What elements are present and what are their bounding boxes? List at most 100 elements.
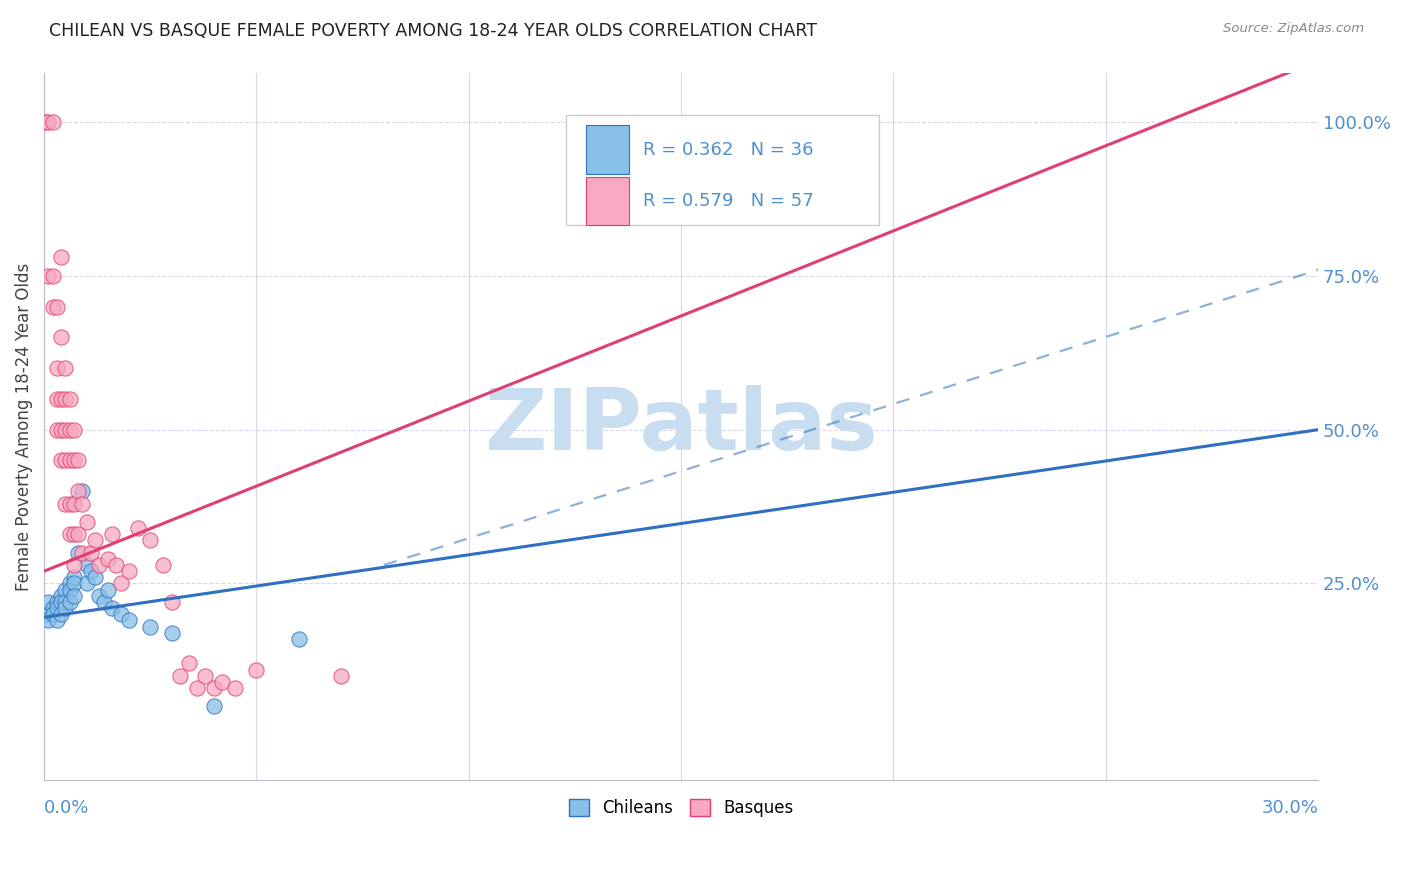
Point — [80, 546, 103, 560]
Point — [53, 595, 76, 609]
Point — [58, 423, 80, 437]
Point — [110, 576, 132, 591]
Point — [169, 669, 191, 683]
Point — [45, 595, 67, 609]
Point — [72, 546, 94, 560]
Point — [118, 613, 141, 627]
Point — [41, 607, 63, 622]
Point — [63, 453, 86, 467]
Point — [58, 453, 80, 467]
Point — [53, 496, 76, 510]
Point — [186, 681, 208, 695]
Point — [35, 607, 58, 622]
Point — [49, 595, 72, 609]
Point — [49, 589, 72, 603]
Point — [67, 453, 90, 467]
Point — [177, 657, 200, 671]
Point — [67, 527, 90, 541]
Point — [49, 392, 72, 406]
Point — [53, 601, 76, 615]
Text: 30.0%: 30.0% — [1261, 798, 1319, 817]
Point — [152, 558, 174, 572]
Point — [45, 423, 67, 437]
FancyBboxPatch shape — [567, 115, 879, 225]
Point — [58, 582, 80, 597]
Point — [49, 423, 72, 437]
Text: Source: ZipAtlas.com: Source: ZipAtlas.com — [1223, 22, 1364, 36]
Point — [35, 115, 58, 129]
Text: 0.0%: 0.0% — [44, 798, 90, 817]
Point — [72, 496, 94, 510]
Point — [110, 607, 132, 622]
Point — [101, 527, 124, 541]
Point — [58, 496, 80, 510]
Point — [76, 558, 98, 572]
FancyBboxPatch shape — [585, 177, 628, 226]
Point — [80, 564, 103, 578]
Point — [53, 582, 76, 597]
Point — [67, 546, 90, 560]
Point — [41, 268, 63, 283]
Point — [202, 699, 225, 714]
FancyBboxPatch shape — [585, 125, 628, 174]
Point — [49, 453, 72, 467]
Point — [67, 484, 90, 499]
Point — [127, 521, 149, 535]
Point — [63, 589, 86, 603]
Point — [53, 392, 76, 406]
Point — [76, 515, 98, 529]
Point — [84, 533, 107, 548]
Legend: Chileans, Basques: Chileans, Basques — [561, 790, 801, 825]
Point — [58, 576, 80, 591]
Point — [63, 576, 86, 591]
Point — [49, 607, 72, 622]
Point — [49, 251, 72, 265]
Point — [53, 453, 76, 467]
Point — [160, 625, 183, 640]
Point — [72, 484, 94, 499]
Point — [58, 595, 80, 609]
Point — [139, 619, 162, 633]
Point — [41, 601, 63, 615]
Point — [49, 330, 72, 344]
Point — [97, 552, 120, 566]
Point — [45, 392, 67, 406]
Point — [63, 496, 86, 510]
Point — [330, 669, 353, 683]
Point — [101, 601, 124, 615]
Point — [53, 423, 76, 437]
Point — [76, 576, 98, 591]
Point — [45, 361, 67, 376]
Point — [41, 115, 63, 129]
Point — [63, 558, 86, 572]
Point — [37, 268, 59, 283]
Point — [202, 681, 225, 695]
Point — [89, 589, 111, 603]
Point — [45, 613, 67, 627]
Text: ZIPatlas: ZIPatlas — [484, 385, 877, 468]
Point — [93, 595, 115, 609]
Point — [139, 533, 162, 548]
Text: R = 0.362   N = 36: R = 0.362 N = 36 — [643, 141, 814, 159]
Point — [118, 564, 141, 578]
Point — [105, 558, 128, 572]
Point — [37, 613, 59, 627]
Point — [41, 300, 63, 314]
Point — [194, 669, 217, 683]
Point — [160, 595, 183, 609]
Text: R = 0.579   N = 57: R = 0.579 N = 57 — [643, 192, 814, 210]
Point — [245, 663, 267, 677]
Point — [45, 300, 67, 314]
Point — [53, 361, 76, 376]
Point — [63, 570, 86, 584]
Point — [288, 632, 311, 646]
Point — [84, 570, 107, 584]
Point — [37, 595, 59, 609]
Text: CHILEAN VS BASQUE FEMALE POVERTY AMONG 18-24 YEAR OLDS CORRELATION CHART: CHILEAN VS BASQUE FEMALE POVERTY AMONG 1… — [49, 22, 817, 40]
Point — [211, 674, 233, 689]
Point — [63, 423, 86, 437]
Point — [58, 527, 80, 541]
Point — [58, 392, 80, 406]
Point — [224, 681, 246, 695]
Point — [97, 582, 120, 597]
